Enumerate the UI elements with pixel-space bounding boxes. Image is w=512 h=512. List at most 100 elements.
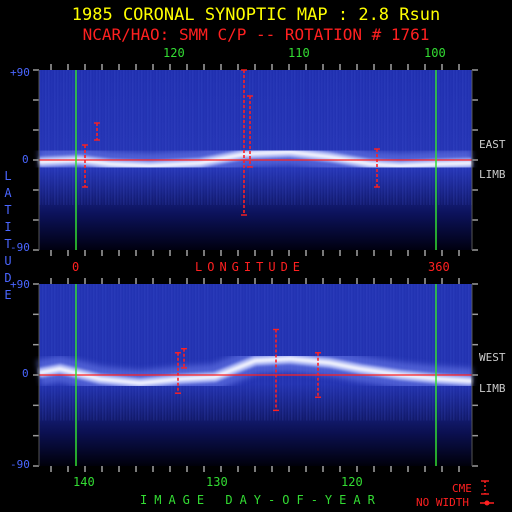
- day-tick: 140: [73, 475, 95, 489]
- map-striation: [87, 284, 89, 421]
- map-striation: [219, 284, 221, 421]
- map-striation: [342, 70, 344, 205]
- map-striation: [444, 70, 446, 205]
- map-striation: [126, 70, 128, 205]
- map-striation: [384, 70, 386, 205]
- map-striation: [240, 70, 242, 205]
- map-striation: [204, 284, 206, 421]
- map-striation: [195, 70, 197, 205]
- map-striation: [354, 70, 356, 205]
- map-striation: [57, 70, 59, 205]
- map-striation: [234, 70, 236, 205]
- map-striation: [105, 70, 107, 205]
- map-striation: [72, 284, 74, 421]
- y-tick: +90: [10, 66, 30, 79]
- map-striation: [402, 284, 404, 421]
- map-striation: [66, 284, 68, 421]
- map-striation: [156, 70, 158, 205]
- map-striation: [333, 70, 335, 205]
- map-striation: [237, 284, 239, 421]
- day-tick: 120: [341, 475, 363, 489]
- map-striation: [420, 70, 422, 205]
- map-striation: [54, 284, 56, 421]
- map-striation: [360, 70, 362, 205]
- map-striation: [141, 284, 143, 421]
- map-striation: [387, 284, 389, 421]
- map-striation: [417, 70, 419, 205]
- map-striation: [198, 70, 200, 205]
- map-striation: [330, 70, 332, 205]
- y-tick: +90: [10, 278, 30, 291]
- map-striation: [405, 70, 407, 205]
- streamer-core: [38, 150, 473, 168]
- map-striation: [411, 284, 413, 421]
- map-striation: [318, 70, 320, 205]
- map-striation: [111, 70, 113, 205]
- map-striation: [165, 70, 167, 205]
- map-striation: [438, 284, 440, 421]
- map-striation: [372, 284, 374, 421]
- map-striation: [84, 70, 86, 205]
- map-striation: [45, 70, 47, 205]
- map-striation: [348, 70, 350, 205]
- chart-subtitle: NCAR/HAO: SMM C/P -- ROTATION # 1761: [82, 25, 430, 44]
- legend-cme: CME: [452, 482, 472, 495]
- map-striation: [90, 284, 92, 421]
- map-striation: [363, 284, 365, 421]
- map-striation: [369, 284, 371, 421]
- map-striation: [294, 70, 296, 205]
- map-striation: [417, 284, 419, 421]
- map-striation: [144, 70, 146, 205]
- map-striation: [144, 284, 146, 421]
- map-striation: [468, 284, 470, 421]
- map-striation: [351, 284, 353, 421]
- map-striation: [117, 284, 119, 421]
- legend-no-width-dot: [484, 500, 490, 506]
- map-striation: [195, 284, 197, 421]
- map-striation: [117, 70, 119, 205]
- y-axis-label-latitude: L A T I T U D E: [4, 169, 12, 302]
- map-striation: [252, 70, 254, 205]
- map-striation: [96, 284, 98, 421]
- map-striation: [273, 70, 275, 205]
- map-striation: [465, 284, 467, 421]
- map-striation: [138, 70, 140, 205]
- map-striation: [423, 70, 425, 205]
- map-striation: [336, 70, 338, 205]
- limb-label: LIMB: [479, 168, 506, 181]
- map-striation: [123, 70, 125, 205]
- map-striation: [225, 70, 227, 205]
- map-striation: [384, 284, 386, 421]
- map-striation: [405, 284, 407, 421]
- map-striation: [39, 70, 41, 205]
- map-striation: [54, 70, 56, 205]
- map-striation: [441, 284, 443, 421]
- map-striation: [210, 284, 212, 421]
- map-striation: [297, 70, 299, 205]
- map-striation: [186, 284, 188, 421]
- map-striation: [228, 284, 230, 421]
- map-striation: [423, 284, 425, 421]
- map-striation: [78, 284, 80, 421]
- map-striation: [345, 70, 347, 205]
- map-striation: [81, 284, 83, 421]
- map-striation: [381, 284, 383, 421]
- map-striation: [147, 284, 149, 421]
- map-striation: [465, 70, 467, 205]
- map-striation: [153, 284, 155, 421]
- map-striation: [162, 70, 164, 205]
- map-striation: [300, 70, 302, 205]
- map-striation: [39, 284, 41, 421]
- map-striation: [267, 70, 269, 205]
- map-striation: [261, 70, 263, 205]
- map-striation: [108, 70, 110, 205]
- map-striation: [192, 70, 194, 205]
- map-striation: [399, 70, 401, 205]
- map-striation: [60, 70, 62, 205]
- map-striation: [279, 70, 281, 205]
- map-striation: [381, 70, 383, 205]
- map-striation: [369, 70, 371, 205]
- map-striation: [99, 284, 101, 421]
- map-striation: [201, 70, 203, 205]
- map-striation: [165, 284, 167, 421]
